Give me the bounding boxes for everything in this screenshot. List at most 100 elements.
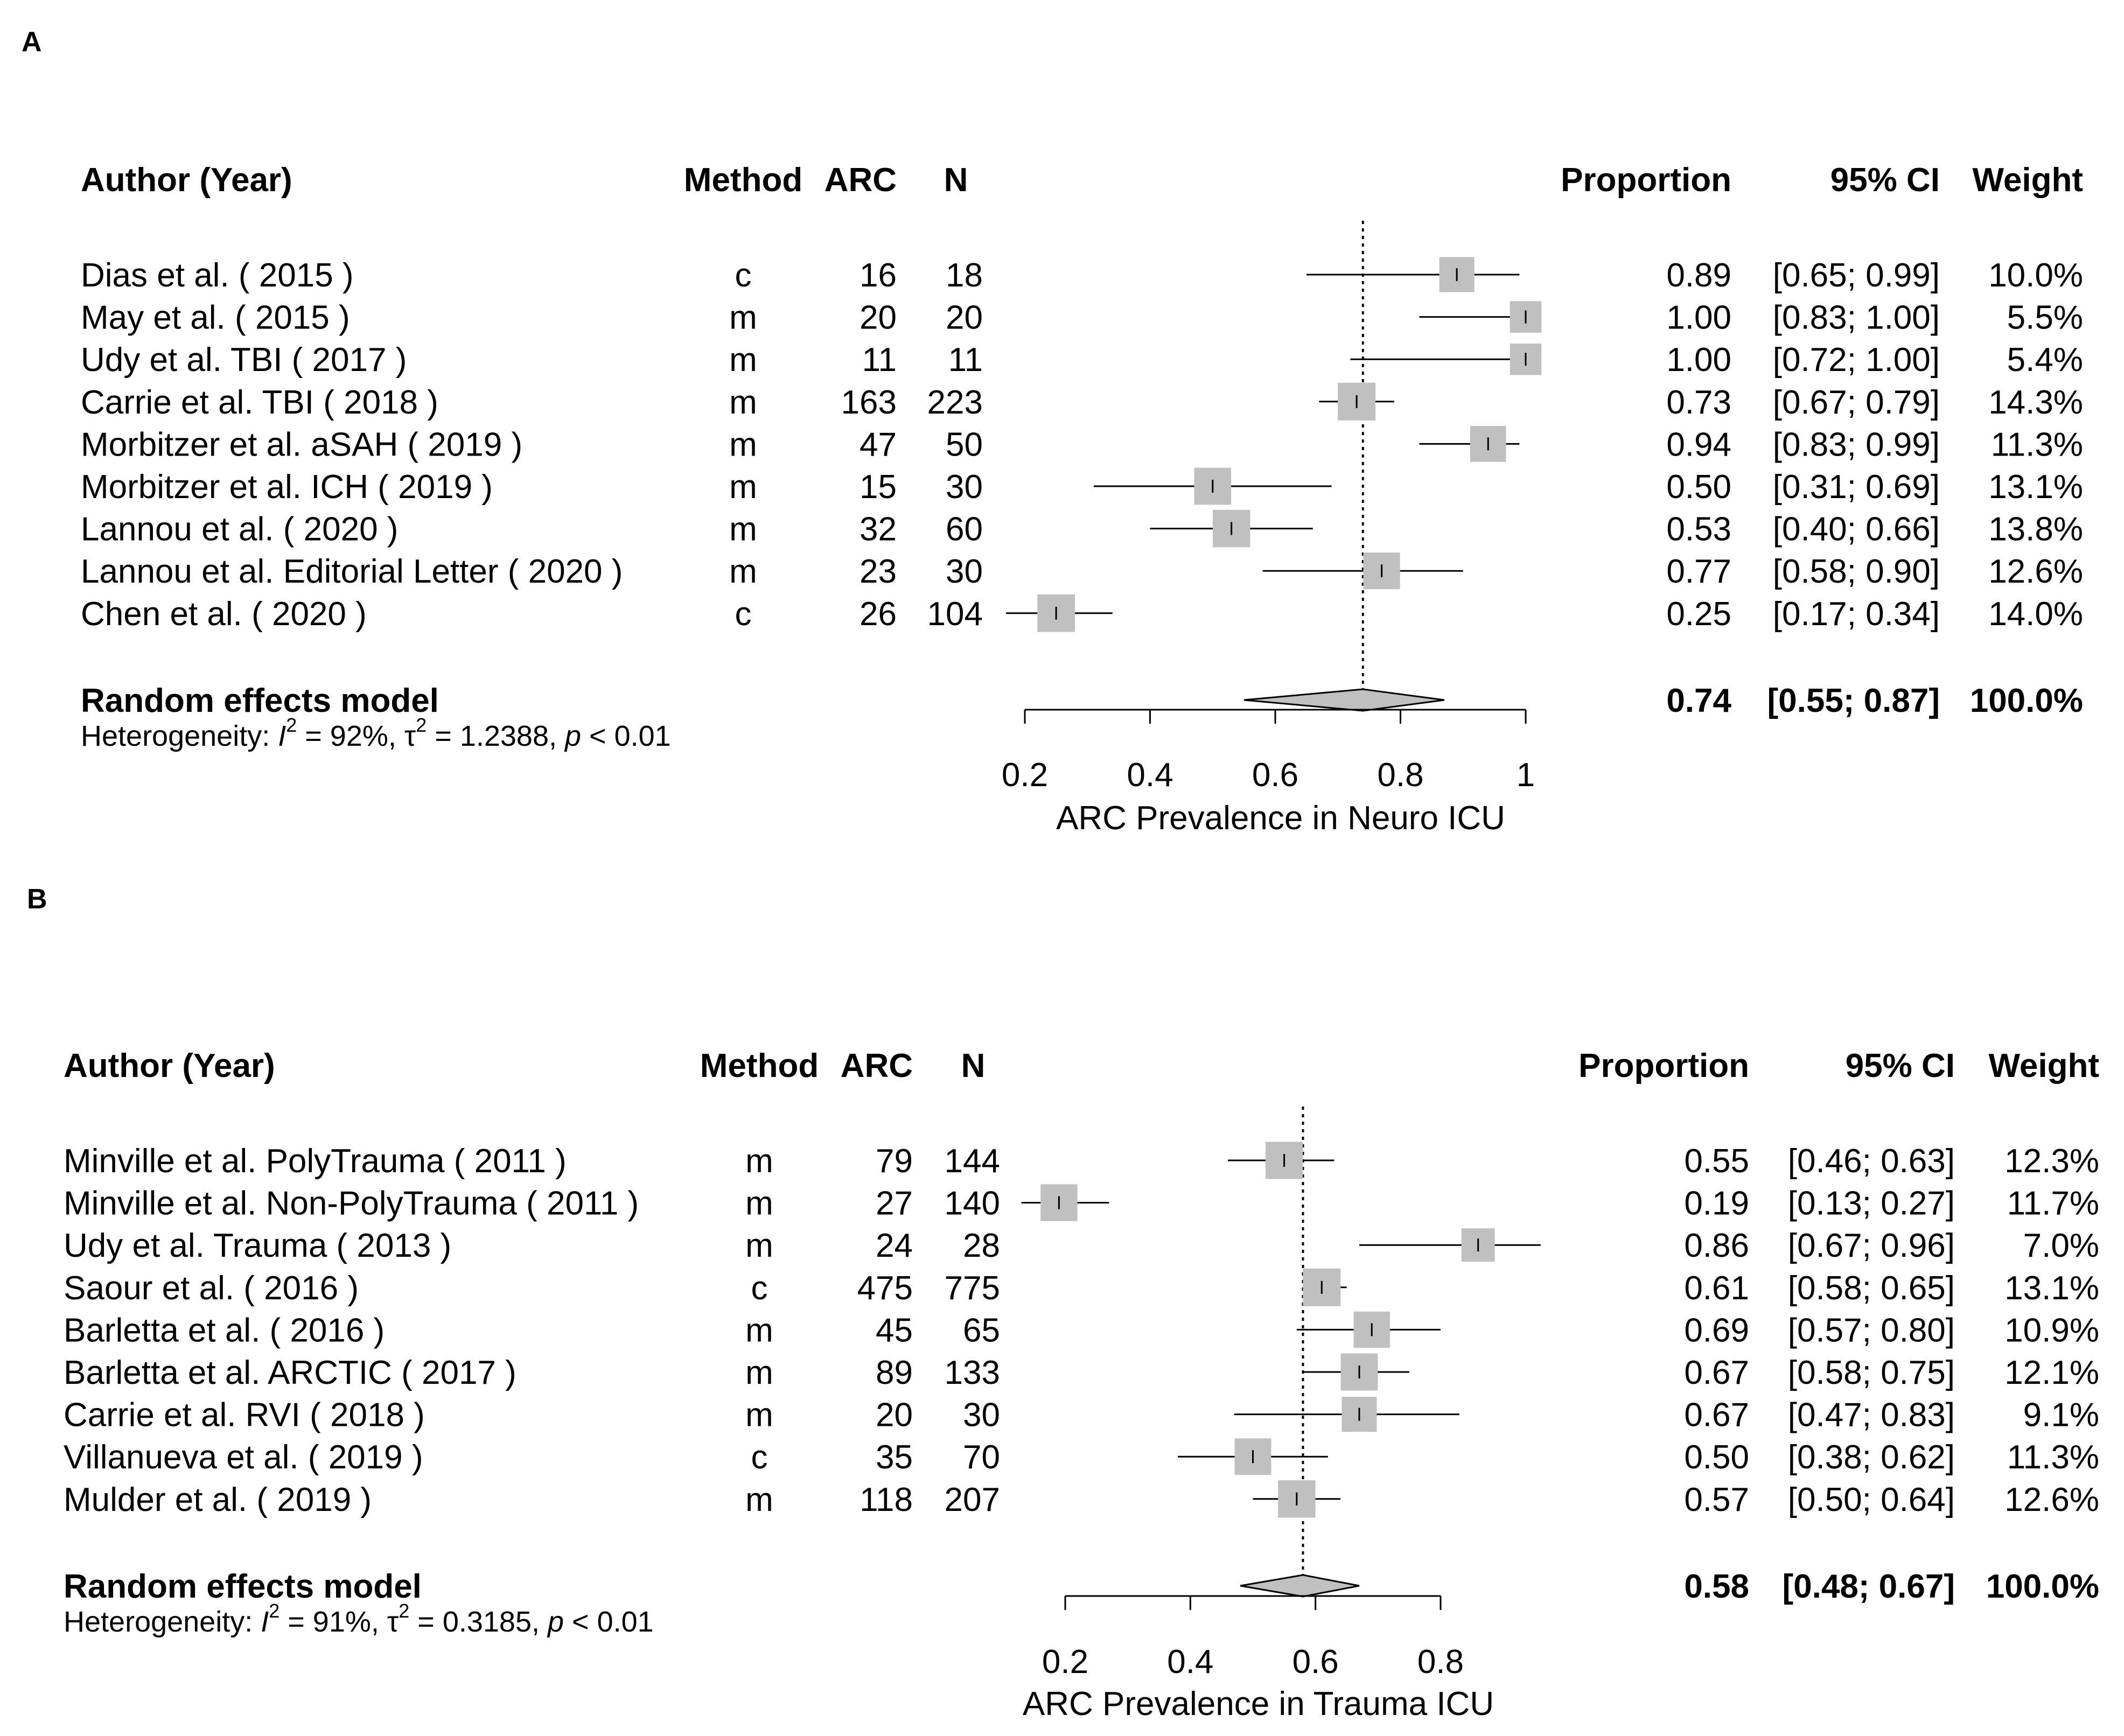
study-method: m [745,1354,773,1391]
study-method: m [729,553,757,590]
study-weight: 14.0% [1988,596,2083,633]
study-arc: 27 [876,1185,913,1222]
het-i2-symbol: I [278,720,286,752]
het-tau-sup: 2 [399,1600,409,1622]
study-ci: [0.65; 0.99] [1773,257,1940,294]
study-weight: 12.1% [2004,1354,2099,1391]
study-proportion: 1.00 [1666,299,1731,337]
x-tick-label: 0.6 [1252,757,1298,794]
study-proportion: 0.57 [1684,1481,1749,1518]
study-arc: 16 [860,257,897,294]
study-method: m [729,426,757,463]
study-label: May et al. ( 2015 ) [81,299,350,337]
study-n: 30 [946,468,983,506]
study-proportion: 0.73 [1666,384,1731,421]
header-author: Author (Year) [81,162,292,199]
study-n: 30 [963,1397,1000,1434]
heterogeneity-text: Heterogeneity: I2 = 92%, τ2 = 1.2388, p … [81,714,671,752]
study-arc: 24 [876,1227,913,1264]
study-weight: 10.9% [2004,1312,2099,1349]
summary-ci: [0.55; 0.87] [1767,682,1940,719]
study-ci: [0.31; 0.69] [1773,468,1940,506]
panel-label-a: A [22,26,42,58]
study-n: 11 [948,341,983,379]
summary-weight: 100.0% [1986,1568,2099,1605]
x-tick-label: 0.8 [1417,1643,1464,1681]
study-n: 223 [927,384,983,421]
x-tick-label: 0.2 [1042,1643,1088,1681]
study-weight: 7.0% [2023,1227,2099,1264]
study-proportion: 0.94 [1666,426,1731,463]
summary-label: Random effects model [64,1568,422,1605]
study-ci: [0.67; 0.79] [1773,384,1940,421]
study-n: 60 [946,511,983,548]
header-method: Method [700,1047,819,1084]
study-weight: 12.3% [2004,1143,2099,1180]
study-weight: 11.7% [2007,1185,2099,1222]
study-arc: 47 [860,426,897,463]
study-method: m [745,1227,773,1264]
study-weight: 5.4% [2007,341,2083,379]
study-n: 28 [963,1227,1000,1264]
x-tick-label: 0.4 [1167,1643,1213,1681]
study-proportion: 0.77 [1666,553,1731,590]
study-label: Mulder et al. ( 2019 ) [64,1481,372,1518]
forest-plot-trauma-icu: Author (Year) Method ARC N Proportion 95% CI W… [64,1047,2100,1723]
het-i2-value: = 92%, [297,720,404,752]
het-p-symbol: p [564,720,581,752]
study-method: m [745,1143,773,1180]
study-weight: 13.1% [2004,1270,2099,1307]
heterogeneity-text: Heterogeneity: I2 = 91%, τ2 = 0.3185, p … [64,1600,654,1638]
het-i2-value: = 91%, [280,1606,387,1638]
study-method: m [745,1312,773,1349]
study-ci: [0.83; 1.00] [1773,299,1940,337]
study-method: m [745,1481,773,1518]
study-ci: [0.38; 0.62] [1788,1439,1955,1476]
study-arc: 11 [862,341,897,379]
het-tau-sup: 2 [416,714,427,736]
study-arc: 89 [876,1354,913,1391]
header-weight: Weight [1989,1047,2100,1084]
study-weight: 11.3% [1991,426,2083,463]
header-arc: ARC [825,162,897,199]
het-prefix: Heterogeneity: [81,720,278,752]
het-p-value: < 0.01 [564,1606,654,1638]
study-arc: 23 [860,553,897,590]
study-label: Carrie et al. TBI ( 2018 ) [81,384,438,421]
study-arc: 26 [860,596,897,633]
study-n: 65 [963,1312,1000,1349]
study-label: Morbitzer et al. aSAH ( 2019 ) [81,426,522,463]
study-weight: 10.0% [1988,257,2083,294]
het-i2-sup: 2 [286,714,297,736]
study-proportion: 0.69 [1684,1312,1749,1349]
study-label: Minville et al. PolyTrauma ( 2011 ) [64,1143,567,1180]
study-ci: [0.46; 0.63] [1788,1143,1955,1180]
study-method: m [729,299,757,337]
het-tau-value: = 0.3185, [409,1606,548,1638]
x-axis-label: ARC Prevalence in Neuro ICU [1056,800,1505,837]
study-proportion: 0.86 [1684,1227,1749,1264]
study-proportion: 0.19 [1684,1185,1749,1222]
study-n: 207 [945,1481,1000,1518]
header-n: N [961,1047,986,1084]
study-method: m [729,341,757,379]
header-proportion: Proportion [1561,162,1731,199]
study-n: 133 [945,1354,1000,1391]
study-label: Chen et al. ( 2020 ) [81,596,367,633]
het-tau-value: = 1.2388, [427,720,565,752]
header-arc: ARC [841,1047,913,1084]
header-method: Method [684,162,802,199]
study-label: Saour et al. ( 2016 ) [64,1270,359,1307]
study-arc: 163 [841,384,897,421]
header-weight: Weight [1973,162,2084,199]
summary-label: Random effects model [81,682,439,719]
study-label: Villanueva et al. ( 2019 ) [64,1439,423,1476]
study-proportion: 0.89 [1666,257,1731,294]
study-label: Lannou et al. Editorial Letter ( 2020 ) [81,553,623,590]
study-n: 140 [945,1185,1000,1222]
study-weight: 12.6% [2004,1481,2099,1518]
study-arc: 118 [860,1481,913,1518]
study-proportion: 0.50 [1666,468,1731,506]
study-ci: [0.13; 0.27] [1788,1185,1955,1222]
het-tau-symbol: τ [404,720,416,752]
